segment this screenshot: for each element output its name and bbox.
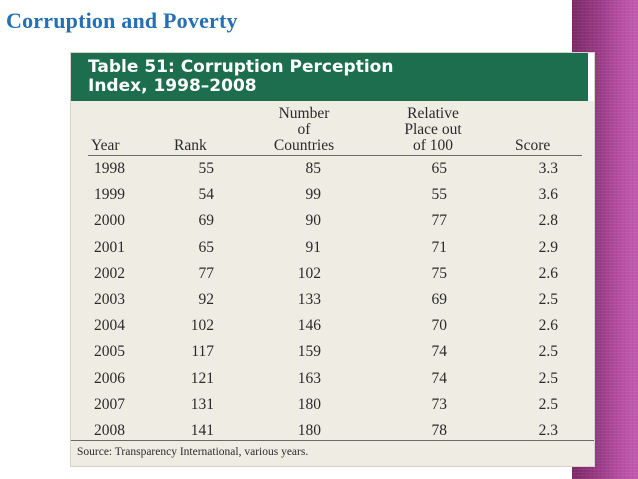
cell-relative-place: 65: [431, 160, 448, 177]
cell-rank: 102: [190, 317, 214, 335]
table-row: 2008 141 180 78 2.3: [71, 418, 594, 444]
table-row: 2007 131 180 73 2.5: [71, 392, 594, 418]
cell-rank: 92: [198, 290, 215, 308]
table-row: 2001 65 91 71 2.9: [71, 235, 594, 261]
cell-rank: 141: [190, 421, 214, 439]
cell-rank: 117: [191, 343, 214, 361]
cell-year: 2007: [94, 395, 125, 413]
table-row: 2000 69 90 77 2.8: [71, 208, 594, 234]
table-row: 2005 117 159 74 2.5: [71, 339, 594, 365]
header-number-of-countries: Number of Countries: [254, 106, 354, 154]
header-relative-place: Relative Place out of 100: [383, 106, 483, 154]
header-number-line-3: Countries: [273, 137, 335, 154]
cell-score: 2.5: [538, 343, 558, 361]
cell-relative-place: 78: [431, 421, 448, 439]
cell-rank: 54: [198, 186, 215, 204]
table-caption-line-1: Table 51: Corruption Perception: [88, 57, 394, 77]
cell-year: 2003: [94, 290, 125, 308]
cell-rank: 131: [190, 395, 214, 413]
cell-rank: 55: [198, 160, 215, 177]
cell-score: 2.5: [538, 369, 558, 387]
cell-relative-place: 77: [431, 212, 448, 230]
header-number-line-2: of: [297, 121, 311, 138]
cell-score: 2.5: [538, 290, 558, 308]
table-row: 1998 55 85 65 3.3: [71, 156, 594, 182]
cell-countries: 163: [297, 369, 321, 387]
cell-year: 2005: [94, 343, 125, 361]
cell-relative-place: 71: [431, 238, 448, 256]
cell-year: 2008: [94, 421, 125, 439]
cell-relative-place: 73: [431, 395, 448, 413]
table-caption-line-2: Index, 1998–2008: [88, 76, 257, 96]
cell-rank: 77: [198, 264, 215, 282]
cell-rank: 69: [198, 212, 215, 230]
column-headers: Year Rank Number of Countries Relative P…: [71, 105, 594, 155]
cell-rank: 65: [198, 238, 215, 256]
cell-relative-place: 75: [431, 264, 448, 282]
cell-relative-place: 74: [431, 343, 448, 361]
header-divider: [88, 155, 582, 156]
cell-rank: 121: [190, 369, 214, 387]
cell-countries: 90: [305, 212, 322, 230]
cell-countries: 146: [297, 317, 321, 335]
cell-year: 2006: [94, 369, 125, 387]
cell-score: 2.6: [538, 264, 558, 282]
cell-countries: 180: [297, 421, 321, 439]
cell-year: 1999: [94, 186, 125, 204]
cell-countries: 91: [305, 238, 322, 256]
header-rank: Rank: [174, 137, 207, 154]
table-caption: Table 51: Corruption Perception Index, 1…: [71, 53, 588, 101]
cell-year: 2001: [94, 238, 125, 256]
table-row: 2002 77 102 75 2.6: [71, 261, 594, 287]
header-score: Score: [515, 137, 551, 154]
header-relative-line-1: Relative: [407, 105, 459, 122]
table-row: 2003 92 133 69 2.5: [71, 287, 594, 313]
cell-countries: 85: [305, 160, 322, 177]
cell-countries: 99: [305, 186, 322, 204]
header-number-line-1: Number: [278, 105, 330, 122]
cell-score: 2.8: [538, 212, 558, 230]
table-row: 2004 102 146 70 2.6: [71, 313, 594, 339]
cell-score: 2.6: [538, 317, 558, 335]
cell-year: 2002: [94, 264, 125, 282]
table-row: 2006 121 163 74 2.5: [71, 366, 594, 392]
header-relative-line-3: of 100: [412, 137, 454, 154]
caption-edge: [588, 53, 594, 101]
footer-divider: [71, 440, 594, 441]
cell-score: 2.5: [538, 395, 558, 413]
cell-relative-place: 69: [431, 290, 448, 308]
cell-countries: 102: [297, 264, 321, 282]
cell-year: 2004: [94, 317, 125, 335]
cell-score: 2.3: [538, 421, 558, 439]
cell-score: 3.6: [538, 186, 558, 204]
table-row: 1999 54 99 55 3.6: [71, 182, 594, 208]
cell-countries: 133: [297, 290, 321, 308]
cell-year: 1998: [94, 160, 125, 177]
header-relative-line-2: Place out: [404, 121, 462, 138]
cell-score: 2.9: [538, 238, 558, 256]
cell-year: 2000: [94, 212, 125, 230]
cell-countries: 159: [297, 343, 321, 361]
slide-title: Corruption and Poverty: [6, 8, 238, 33]
cell-relative-place: 55: [431, 186, 448, 204]
header-year: Year: [91, 137, 120, 154]
table-body: 1998 55 85 65 3.3 1999 54 99 55 3.6 2000 69 90 77 2.8 2…: [71, 156, 594, 444]
cell-relative-place: 74: [431, 369, 448, 387]
cell-countries: 180: [297, 395, 321, 413]
table-source-note: Source: Transparency International, vari…: [77, 446, 309, 458]
table-image: Table 51: Corruption Perception Index, 1…: [71, 53, 594, 466]
cell-score: 3.3: [538, 160, 558, 177]
cell-relative-place: 70: [431, 317, 448, 335]
